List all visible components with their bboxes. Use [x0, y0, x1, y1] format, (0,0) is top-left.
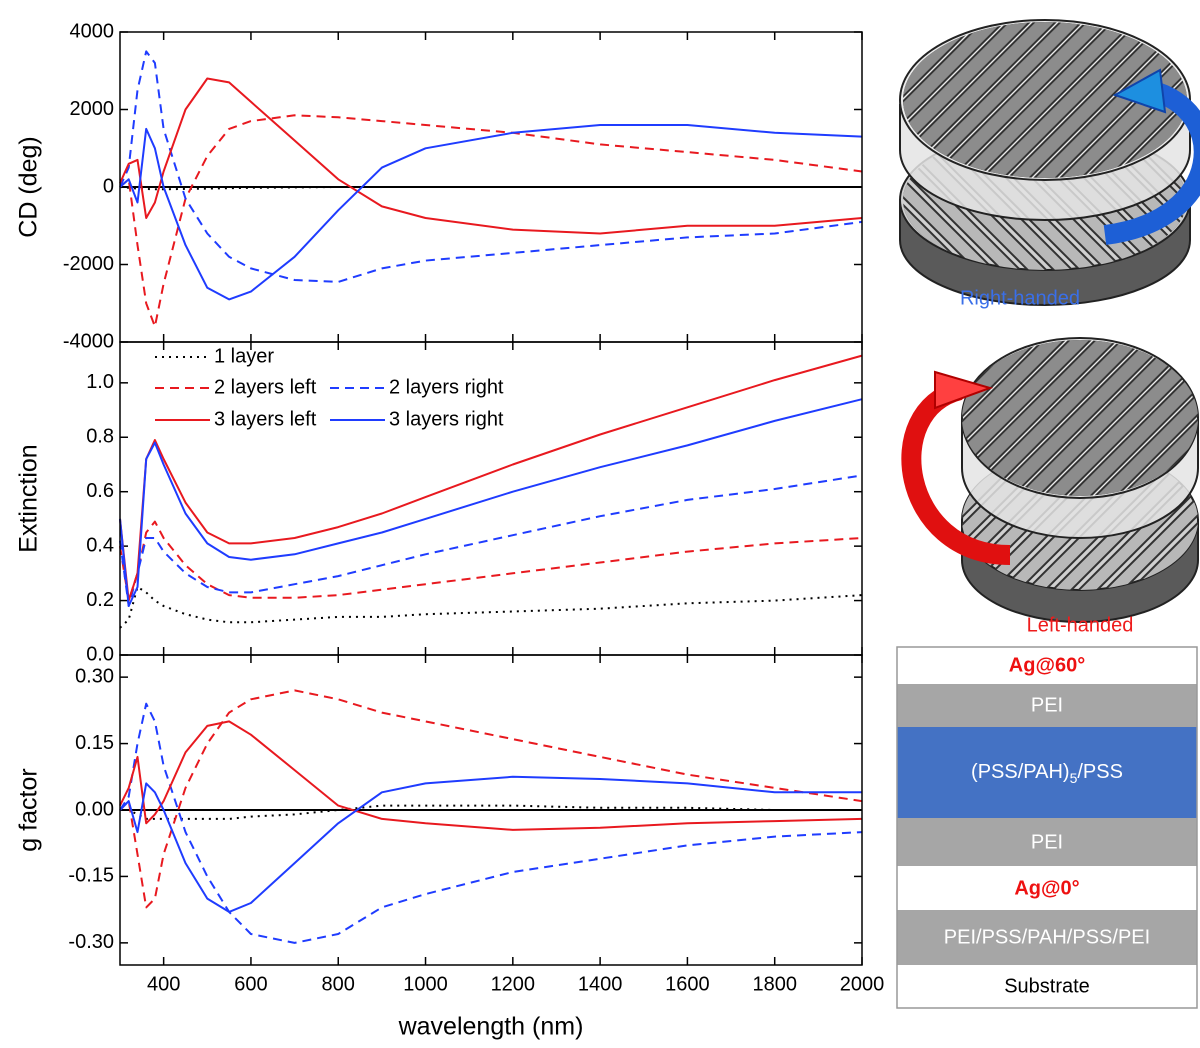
x-axis-label: wavelength (nm): [398, 1013, 584, 1041]
rod: [944, 22, 1187, 178]
x-tick-label: 600: [234, 973, 267, 995]
legend-label: 3 layers right: [389, 408, 504, 430]
series-line: [120, 804, 862, 820]
y-tick-label: -0.30: [68, 931, 114, 953]
y-tick-label: 0.2: [86, 589, 114, 611]
rod: [1023, 130, 1187, 270]
y-axis-label: g factor: [15, 768, 43, 851]
plot-frame: [119, 654, 863, 966]
y-tick-label: 0.4: [86, 534, 114, 556]
x-tick-label: 800: [322, 973, 355, 995]
layer-label: Ag@0°: [1014, 877, 1079, 899]
series-line: [119, 520, 863, 602]
rod: [903, 22, 1146, 178]
y-axis-label: CD (deg): [15, 136, 43, 237]
y-tick-label: 1.0: [86, 371, 114, 393]
y-tick-label: 0.15: [75, 732, 114, 754]
layer-label: PEI/PSS/PAH/PSS/PEI: [944, 926, 1150, 948]
series-line: [119, 702, 863, 944]
layer: [897, 910, 1197, 965]
layer: [897, 818, 1197, 866]
right-handed-label: Right-handed: [960, 287, 1080, 309]
y-tick-label: -2000: [63, 253, 114, 275]
y-tick-label: 4000: [70, 20, 115, 42]
series-line: [119, 474, 863, 607]
layer-label-sub: 5: [1070, 770, 1078, 786]
rod: [996, 22, 1187, 178]
layer: [897, 727, 1197, 818]
series-line: [119, 124, 863, 301]
y-tick-label: 0.30: [75, 665, 114, 687]
rod: [962, 340, 1103, 496]
layer-label: (PSS/PAH)5/PSS: [971, 761, 1123, 785]
rod: [903, 130, 1041, 270]
layer-label: PEI: [1031, 694, 1063, 716]
y-tick-label: -4000: [63, 330, 114, 352]
layer-label: Substrate: [1004, 975, 1090, 997]
rod: [903, 22, 1068, 178]
x-tick-label: 400: [147, 973, 180, 995]
y-tick-label: 0.6: [86, 480, 114, 502]
rod: [1005, 340, 1198, 496]
y-tick-label: 2000: [70, 98, 115, 120]
left-handed-label: Left-handed: [1027, 614, 1134, 636]
rod: [918, 22, 1172, 178]
rod: [962, 340, 1181, 496]
rod: [903, 130, 1067, 270]
rod: [1058, 450, 1198, 590]
series-line: [119, 77, 863, 235]
y-tick-label: 0.8: [86, 426, 114, 448]
y-tick-label: -0.15: [68, 865, 114, 887]
rod: [1031, 340, 1198, 496]
x-tick-label: 1400: [578, 973, 623, 995]
layer-label-part: (PSS/PAH): [971, 761, 1070, 783]
rod: [962, 340, 1129, 496]
series-line: [119, 689, 863, 909]
series-line: [119, 720, 863, 831]
rod: [903, 22, 1042, 178]
x-tick-label: 1000: [403, 973, 448, 995]
y-tick-label: 0.00: [75, 798, 114, 820]
layer-stack: Ag@60° PEI (PSS/PAH)5/PSS PEI Ag@0° PEI/…: [896, 646, 1198, 1009]
rod: [970, 22, 1187, 178]
layer-label: PEI: [1031, 831, 1063, 853]
series-line: [119, 50, 863, 283]
rod: [903, 22, 1120, 178]
layer-label: Ag@60°: [1009, 654, 1085, 676]
charts: -4000 -2000 0 2000 4000 CD (deg) 0.0 0.2 0.4 0.6 0…: [15, 20, 885, 1040]
rod: [962, 340, 1155, 496]
x-tick-label: 2000: [840, 973, 885, 995]
x-tick-label: 1200: [491, 973, 536, 995]
rod: [1057, 340, 1198, 496]
rod: [962, 340, 1198, 496]
right-handed-illustration: Right-handed: [899, 19, 1200, 309]
legend-label: 1 layer: [214, 345, 274, 367]
layer-frame: [896, 646, 1198, 1009]
left-handed-illustration: Left-handed: [901, 337, 1199, 636]
legend-label: 2 layers right: [389, 376, 504, 398]
y-tick-label: 0.0: [86, 643, 114, 665]
layer: [897, 965, 1197, 1008]
y-axis-label: Extinction: [15, 444, 43, 552]
layer-label-part: /PSS: [1077, 761, 1123, 783]
x-tick-label: 1800: [752, 973, 797, 995]
layer: [897, 684, 1197, 727]
series-line: [119, 775, 862, 913]
rod: [962, 450, 1102, 590]
y-tick-label: 0: [103, 175, 114, 197]
legend-label: 3 layers left: [214, 408, 317, 430]
layer: [897, 866, 1197, 910]
series-line: [119, 114, 863, 328]
rod: [903, 22, 1094, 178]
layer: [897, 647, 1197, 684]
x-tick-label: 1600: [665, 973, 710, 995]
rod: [979, 340, 1198, 496]
series-line: [119, 398, 863, 607]
legend-label: 2 layers left: [214, 376, 317, 398]
